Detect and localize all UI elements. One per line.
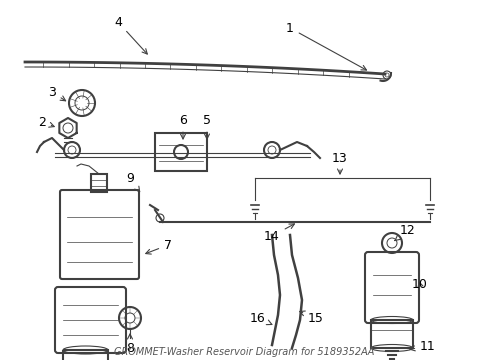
Text: 12: 12 bbox=[394, 224, 415, 240]
Bar bbox=[63, 350, 108, 360]
Text: 8: 8 bbox=[126, 334, 134, 355]
Bar bbox=[370, 320, 412, 348]
Text: 7: 7 bbox=[145, 239, 172, 254]
Text: 16: 16 bbox=[250, 311, 271, 325]
Text: 2: 2 bbox=[38, 116, 54, 129]
Bar bbox=[155, 133, 206, 171]
Text: 15: 15 bbox=[299, 311, 323, 324]
Text: 9: 9 bbox=[126, 171, 140, 192]
Text: 3: 3 bbox=[48, 86, 65, 101]
Text: 4: 4 bbox=[114, 15, 147, 54]
Text: 13: 13 bbox=[331, 152, 347, 174]
Text: 6: 6 bbox=[179, 113, 186, 139]
Text: 11: 11 bbox=[409, 339, 435, 352]
Text: 10: 10 bbox=[411, 279, 427, 292]
Text: 14: 14 bbox=[264, 224, 294, 243]
Text: GROMMET-Washer Reservoir Diagram for 5189352AA: GROMMET-Washer Reservoir Diagram for 518… bbox=[114, 347, 373, 357]
Text: 1: 1 bbox=[285, 22, 366, 70]
Bar bbox=[91, 174, 107, 192]
Text: 5: 5 bbox=[203, 113, 210, 139]
